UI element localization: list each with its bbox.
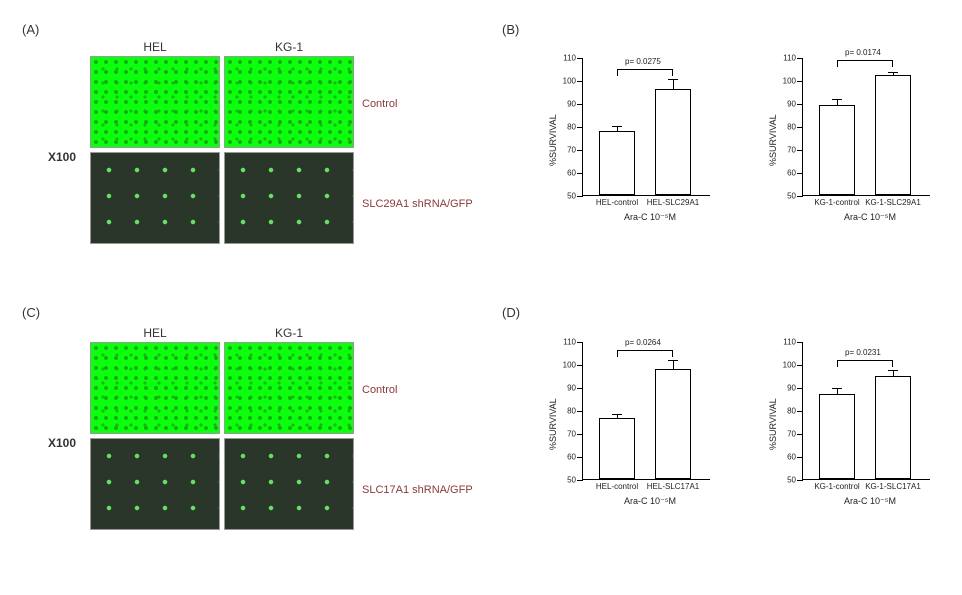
micrograph-kg1-control-a — [224, 56, 354, 148]
magnification-c: X100 — [48, 436, 76, 450]
micrograph-kg1-shrna-c — [224, 438, 354, 530]
figure-c-micrographs: HEL KG-1 — [90, 326, 354, 530]
col-hel-label-c: HEL — [90, 326, 220, 340]
figure-a-micrographs: HEL KG-1 — [90, 40, 354, 244]
micrograph-hel-control-c — [90, 342, 220, 434]
bar — [875, 376, 911, 480]
bar — [875, 75, 911, 195]
row-shrna-a: SLC29A1 shRNA/GFP — [362, 198, 473, 210]
col-kg1-label: KG-1 — [224, 40, 354, 54]
col-hel-label: HEL — [90, 40, 220, 54]
micrograph-hel-shrna-c — [90, 438, 220, 530]
micrograph-grid-a — [90, 56, 354, 244]
magnification-a: X100 — [48, 150, 76, 164]
panel-a-label: (A) — [22, 22, 39, 37]
micrograph-hel-shrna-a — [90, 152, 220, 244]
chart-b-left: 5060708090100110HEL-controlHEL-SLC29A1p=… — [540, 36, 720, 236]
charts-b-pair: 5060708090100110HEL-controlHEL-SLC29A1p=… — [540, 36, 940, 236]
bar — [655, 369, 691, 479]
bar — [819, 394, 855, 479]
micrograph-grid-c — [90, 342, 354, 530]
micrograph-kg1-shrna-a — [224, 152, 354, 244]
bar — [819, 105, 855, 195]
bar — [599, 418, 635, 479]
panel-c-label: (C) — [22, 305, 40, 320]
bar — [599, 131, 635, 195]
micrograph-kg1-control-c — [224, 342, 354, 434]
chart-d-right: 5060708090100110KG-1-controlKG-1-SLC17A1… — [760, 320, 940, 520]
row-control-a: Control — [362, 98, 397, 110]
chart-b-right: 5060708090100110KG-1-controlKG-1-SLC29A1… — [760, 36, 940, 236]
panel-b-label: (B) — [502, 22, 519, 37]
chart-d-left: 5060708090100110HEL-controlHEL-SLC17A1p=… — [540, 320, 720, 520]
charts-d-pair: 5060708090100110HEL-controlHEL-SLC17A1p=… — [540, 320, 940, 520]
col-kg1-label-c: KG-1 — [224, 326, 354, 340]
micrograph-hel-control-a — [90, 56, 220, 148]
bar — [655, 89, 691, 195]
row-shrna-c: SLC17A1 shRNA/GFP — [362, 484, 473, 496]
row-control-c: Control — [362, 384, 397, 396]
panel-d-label: (D) — [502, 305, 520, 320]
